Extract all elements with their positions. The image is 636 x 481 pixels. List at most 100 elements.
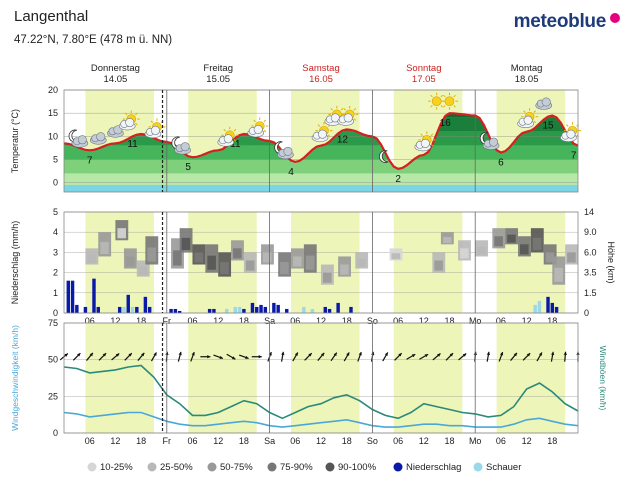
- time-tick-label: 18: [136, 316, 146, 326]
- wind-arrow-icon: [343, 352, 350, 362]
- min-temp-label: 7: [87, 155, 93, 166]
- precipitation-bar: [550, 302, 555, 313]
- max-temp-label: 16: [440, 118, 452, 129]
- cloud-cover-cell: [100, 241, 109, 255]
- arrow-head: [437, 353, 441, 357]
- moon-icon: [379, 150, 389, 163]
- legend-swatch-icon: [207, 462, 217, 472]
- day-date: 16.05: [309, 74, 333, 85]
- sun-ray: [253, 119, 256, 123]
- precipitation-bar: [96, 306, 100, 313]
- wind-speed-line: [63, 411, 579, 428]
- shower-bar: [533, 304, 537, 313]
- arrow-head: [64, 353, 68, 357]
- cloud-puff: [96, 132, 106, 142]
- max-temp-label: 11: [230, 139, 241, 150]
- legend-swatch-icon: [473, 462, 483, 472]
- time-tick-label: 12: [316, 436, 326, 446]
- sun-cloud-icon: [217, 126, 239, 147]
- shower-bar: [225, 308, 229, 313]
- arrow-head: [486, 351, 491, 356]
- wind-arrow-icon: [458, 353, 467, 361]
- time-tick-label: Fr: [163, 436, 172, 446]
- time-tick-label: 12: [522, 316, 532, 326]
- brand-logo[interactable]: meteoblue: [514, 11, 620, 33]
- arrow-head: [258, 355, 262, 359]
- legend-label: 50-75%: [220, 462, 253, 473]
- shower-bar: [237, 306, 242, 313]
- time-tick-label: 06: [496, 316, 506, 326]
- sun-cloud-icon: [560, 122, 581, 142]
- sun-ray: [330, 108, 333, 111]
- time-tick-label: Mo: [469, 436, 482, 446]
- arrow-head: [115, 353, 120, 357]
- time-tick-label: 06: [290, 436, 300, 446]
- day-name: Donnerstag: [91, 63, 140, 74]
- cloud-cover-cell: [545, 252, 555, 263]
- wind-arrow-icon: [382, 352, 389, 362]
- time-tick-label: 12: [110, 436, 120, 446]
- sun-cloud-icon: [414, 131, 436, 152]
- cloud-cover-cell: [567, 252, 576, 263]
- cloud-puff: [180, 142, 190, 152]
- sun-cloud-icon: [247, 117, 269, 138]
- wind-arrow-icon: [190, 351, 195, 362]
- precipitation-bar: [276, 304, 280, 313]
- sun-ray: [420, 133, 423, 137]
- time-tick-label: 18: [239, 316, 249, 326]
- precipitation-bar: [75, 304, 79, 313]
- moon-cloud-icon: [479, 131, 500, 150]
- precip-tick-label: 4: [53, 227, 58, 237]
- brand-text: meteoblue: [513, 11, 607, 32]
- time-tick-label: 06: [290, 316, 300, 326]
- wind-arrow-icon: [280, 351, 285, 362]
- shower-bar: [122, 306, 126, 313]
- time-tick-label: 06: [85, 316, 95, 326]
- arrow-head: [294, 352, 298, 356]
- precipitation-bar: [143, 296, 148, 313]
- frost-strip: [64, 185, 578, 192]
- cloud-cover-cell: [477, 246, 486, 255]
- day-name: Freitag: [203, 63, 233, 74]
- wind-arrow-icon: [357, 351, 362, 362]
- sun-ray: [430, 94, 433, 98]
- legend-label: 75-90%: [280, 462, 313, 473]
- cloud-puff: [125, 118, 135, 128]
- wind-arrow-icon: [98, 352, 107, 361]
- cloud-cover-cell: [305, 255, 315, 270]
- day-date: 17.05: [412, 74, 436, 85]
- precipitation-bar: [554, 306, 559, 313]
- max-temp-label: 11: [127, 139, 138, 150]
- time-tick-label: 12: [213, 316, 223, 326]
- cloud-icon: [89, 132, 107, 145]
- cloud-cover-cell: [357, 258, 366, 267]
- arrow-head: [462, 353, 467, 357]
- sun-ray: [233, 128, 237, 132]
- height-tick-label: 0: [584, 308, 589, 318]
- daylight-band: [393, 323, 463, 433]
- arrow-head: [550, 351, 555, 356]
- time-tick-label: 18: [547, 436, 557, 446]
- cloud-cover-cell: [263, 252, 272, 263]
- sun-cloud-icon: [517, 108, 539, 129]
- wind-arrow-icon: [304, 352, 313, 361]
- sun-ray: [327, 134, 331, 138]
- max-temp-label: 12: [337, 134, 349, 145]
- arrow-head: [538, 352, 542, 356]
- arrow-head: [153, 352, 157, 356]
- arrow-head: [178, 351, 182, 356]
- precipitation-bar: [117, 306, 122, 313]
- sun-ray: [523, 110, 526, 113]
- wind-arrow-icon: [200, 355, 211, 359]
- cloud-cover-cell: [323, 272, 332, 283]
- sun-icon: [428, 92, 446, 110]
- arrow-head: [563, 351, 567, 355]
- time-tick-label: 12: [522, 436, 532, 446]
- arrow-head: [207, 355, 211, 359]
- cloud-puff: [223, 134, 233, 144]
- sun-ray: [340, 108, 344, 111]
- cloud-cover-cell: [181, 237, 191, 250]
- cloud-puff: [283, 146, 293, 156]
- day-date: 18.05: [515, 74, 539, 85]
